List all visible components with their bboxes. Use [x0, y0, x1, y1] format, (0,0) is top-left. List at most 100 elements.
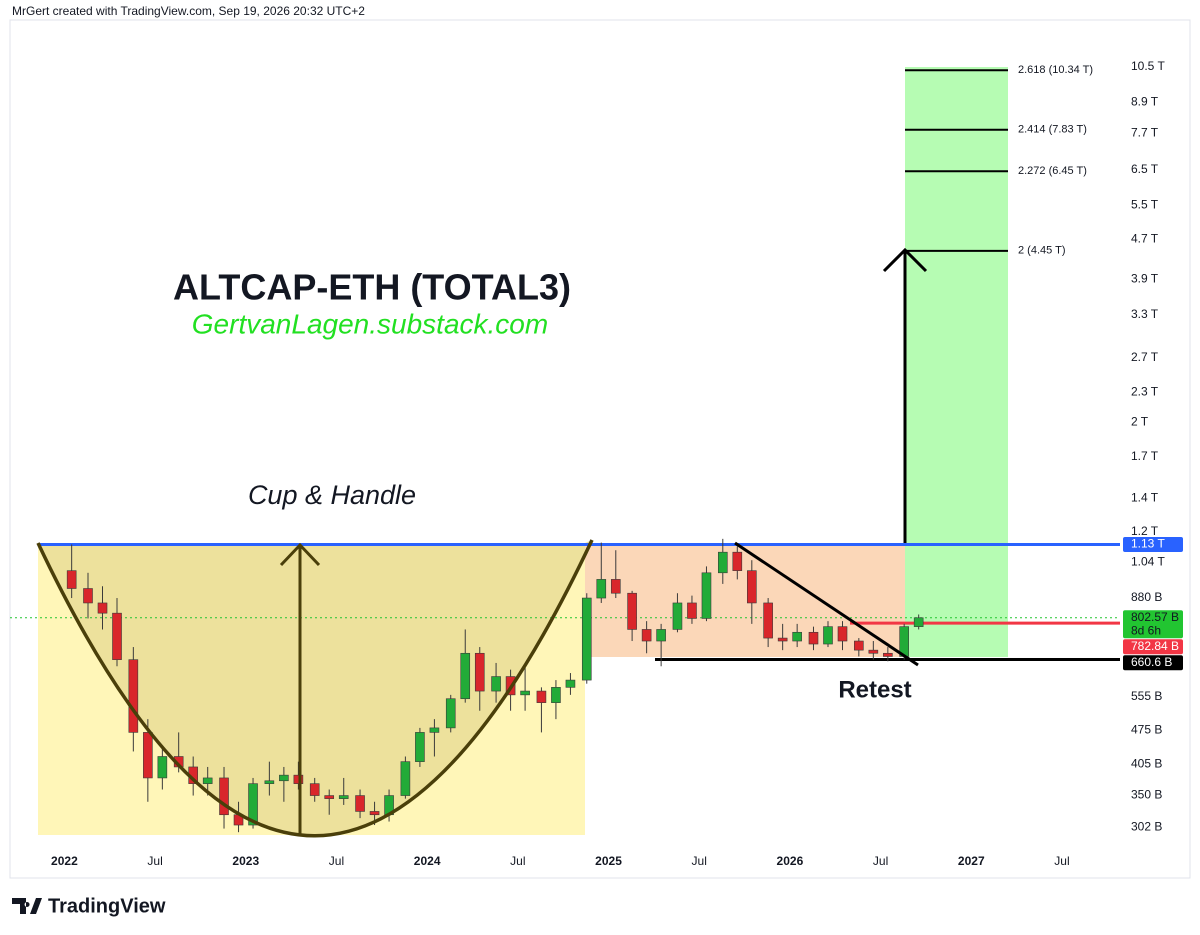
- candle-body: [474, 652, 485, 692]
- price-label-box: [1123, 610, 1183, 639]
- y-tick-label: 4.7 T: [1131, 231, 1159, 245]
- y-tick-label: 1.2 T: [1131, 524, 1159, 538]
- candle-body: [491, 676, 501, 692]
- y-tick-label: 2 T: [1131, 414, 1149, 428]
- candle-body: [520, 690, 530, 696]
- candle-body: [596, 579, 607, 599]
- y-tick-label: 405 B: [1131, 756, 1162, 770]
- y-tick-label: 302 B: [1131, 819, 1162, 833]
- candle-body: [792, 631, 802, 642]
- price-label: 782.84 B: [1131, 639, 1179, 653]
- price-label-box: [1123, 655, 1183, 671]
- fib-label: 2 (4.45 T): [1018, 245, 1066, 257]
- y-tick-label: 475 B: [1131, 722, 1162, 736]
- y-tick-label: 880 B: [1131, 590, 1162, 604]
- x-tick-label: Jul: [692, 854, 707, 868]
- y-tick-label: 8.9 T: [1131, 94, 1159, 108]
- candle-body: [627, 592, 637, 630]
- y-tick-label: 2.7 T: [1131, 350, 1159, 364]
- y-tick-label: 10.5 T: [1131, 59, 1165, 73]
- candles: [66, 538, 924, 833]
- candle-body: [808, 631, 819, 645]
- candle-body: [868, 649, 879, 654]
- candle-body: [83, 588, 93, 604]
- x-tick-label: 2027: [958, 854, 985, 868]
- zones: [38, 67, 1008, 836]
- candle-body: [293, 774, 304, 784]
- candle-body: [338, 795, 349, 799]
- candle-body: [279, 774, 289, 782]
- price-label: 802.57 B: [1131, 610, 1179, 624]
- x-tick-label: Jul: [329, 854, 344, 868]
- candle-body: [219, 777, 229, 816]
- candle-body: [112, 612, 122, 660]
- candle-body: [324, 795, 335, 799]
- target-arrow-head: [882, 247, 928, 273]
- price-label-box: [1123, 639, 1183, 655]
- x-tick-label: Jul: [147, 854, 162, 868]
- y-tick-label: 350 B: [1131, 788, 1162, 802]
- candle-body: [701, 572, 712, 619]
- x-tick-label: Jul: [1054, 854, 1069, 868]
- candle-body: [128, 659, 139, 733]
- x-tick-label: 2022: [51, 854, 78, 868]
- y-tick-label: 1.4 T: [1131, 491, 1159, 505]
- candle-body: [763, 602, 773, 639]
- candle-body: [429, 727, 440, 733]
- chart-frame: [9, 19, 1191, 879]
- candle-body: [415, 732, 425, 762]
- candle-body: [823, 626, 833, 645]
- candle-body: [837, 626, 848, 642]
- candle-body: [309, 783, 320, 796]
- candle-body: [551, 687, 561, 703]
- candle-body: [747, 570, 757, 604]
- target-zone: [905, 67, 1008, 657]
- x-tick-label: 2024: [414, 854, 441, 868]
- y-tick-label: 7.7 T: [1131, 126, 1159, 140]
- price-label: 660.6 B: [1131, 655, 1172, 669]
- x-tick-label: Jul: [510, 854, 525, 868]
- footer: TradingView: [48, 895, 166, 917]
- y-tick-label: 555 B: [1131, 689, 1162, 703]
- candle-body: [672, 602, 683, 630]
- logo: TradingView: [12, 895, 166, 917]
- drawings: [36, 247, 928, 838]
- fib-label: 2.414 (7.83 T): [1018, 124, 1087, 136]
- countdown: 8d 6h: [1131, 623, 1161, 637]
- candle-body: [565, 679, 576, 688]
- x-tick-label: Jul: [873, 854, 888, 868]
- candle-body: [157, 756, 168, 779]
- candle-body: [656, 629, 666, 642]
- chart-subtitle: GertvanLagen.substack.com: [192, 308, 548, 339]
- fib-label: 2.618 (10.34 T): [1018, 64, 1093, 76]
- y-tick-label: 2.3 T: [1131, 384, 1159, 398]
- candle-body: [913, 617, 924, 627]
- x-tick-label: 2023: [232, 854, 259, 868]
- y-tick-label: 5.5 T: [1131, 198, 1159, 212]
- y-tick-label: 3.3 T: [1131, 307, 1159, 321]
- candle-body: [854, 640, 864, 651]
- candle-body: [369, 811, 380, 816]
- candle-body: [445, 698, 456, 729]
- trendline: [734, 541, 919, 667]
- candle-body: [66, 570, 77, 589]
- fib-label: 2.272 (6.45 T): [1018, 165, 1087, 177]
- candle-body: [536, 690, 547, 703]
- candle-body: [581, 597, 592, 681]
- y-tick-label: 1.7 T: [1131, 449, 1159, 463]
- candle-body: [460, 652, 471, 700]
- y-tick-label: 3.9 T: [1131, 271, 1159, 285]
- cup-curve: [36, 539, 594, 838]
- candle-body: [202, 777, 213, 784]
- y-tick-label: 1.04 T: [1131, 554, 1165, 568]
- cup-arrow-head: [279, 542, 321, 567]
- candle-body: [143, 732, 153, 779]
- candle-body: [717, 551, 728, 574]
- x-tick-label: 2026: [777, 854, 804, 868]
- price-label-box: [1123, 536, 1183, 552]
- candle-body: [641, 629, 652, 642]
- candle-body: [883, 652, 893, 657]
- logo-mark: [12, 898, 42, 914]
- header: MrGert created with TradingView.com, Sep…: [12, 4, 365, 18]
